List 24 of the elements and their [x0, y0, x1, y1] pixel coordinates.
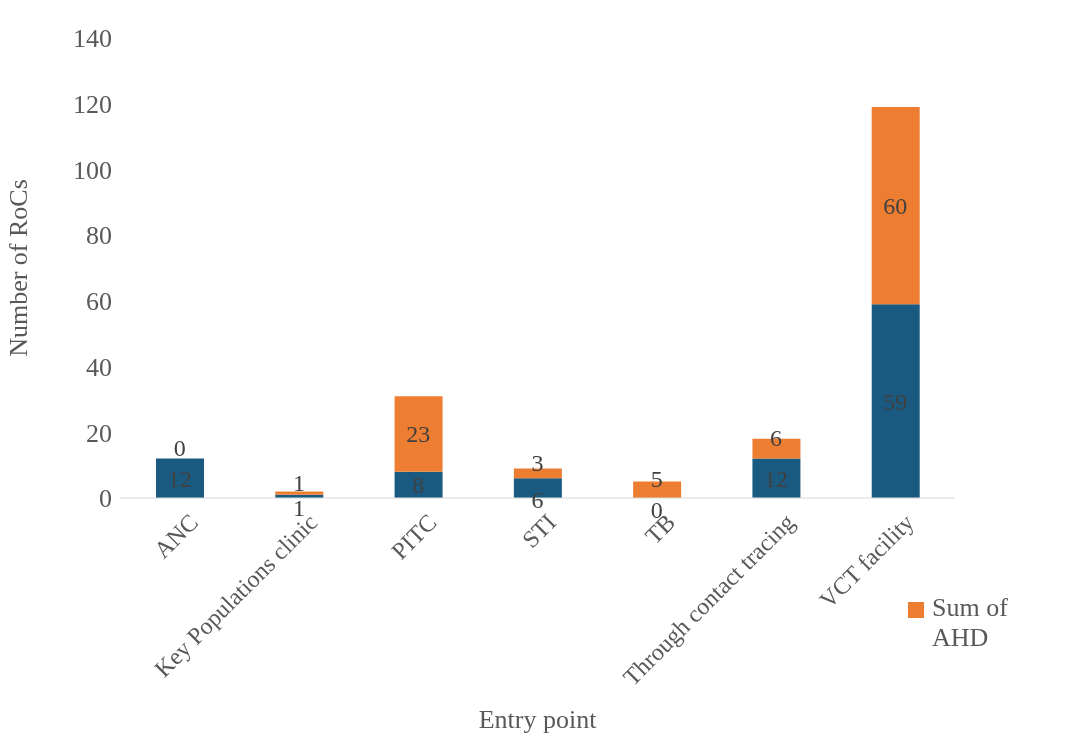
legend-label: Sum of AHD: [932, 593, 1009, 653]
bar: [871, 107, 920, 305]
data-label: 8: [412, 472, 425, 499]
y-tick-label: 80: [86, 221, 112, 251]
y-tick-label: 120: [73, 89, 112, 119]
bar: [394, 396, 443, 472]
data-label: 59: [883, 388, 908, 415]
data-label: 12: [167, 465, 192, 492]
y-tick-label: 40: [86, 352, 112, 382]
y-tick-label: 100: [73, 155, 112, 185]
data-label: 12: [764, 465, 789, 492]
data-label: 0: [173, 435, 186, 462]
y-tick-label: 140: [73, 24, 112, 54]
y-axis-title: Number of RoCs: [4, 179, 34, 357]
data-label: 1: [292, 494, 305, 521]
y-tick-label: 60: [86, 287, 112, 317]
data-label: 23: [406, 421, 431, 448]
x-tick-label: STI: [517, 509, 561, 553]
x-axis-title: Entry point: [478, 705, 598, 734]
data-label: 1: [292, 469, 305, 496]
y-tick-label: 0: [99, 484, 112, 514]
bar: [871, 304, 920, 498]
y-tick-label: 20: [86, 418, 112, 448]
data-label: 60: [883, 193, 908, 220]
